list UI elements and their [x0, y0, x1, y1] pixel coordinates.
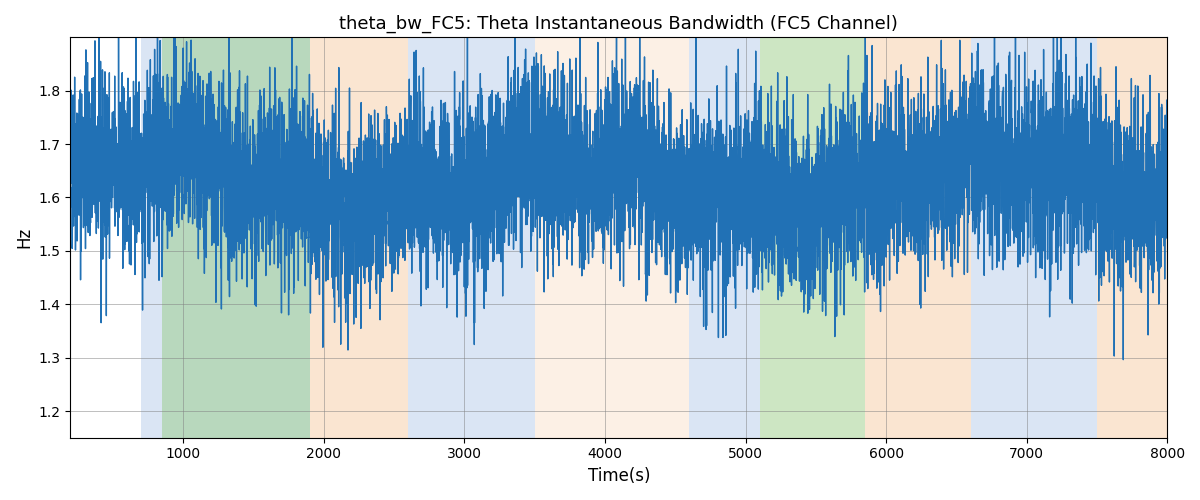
X-axis label: Time(s): Time(s): [588, 467, 650, 485]
Bar: [140, 38, 310, 438]
Bar: [310, 38, 408, 438]
Title: theta_bw_FC5: Theta Instantaneous Bandwidth (FC5 Channel): theta_bw_FC5: Theta Instantaneous Bandwi…: [340, 15, 899, 34]
Bar: [162, 38, 310, 438]
Bar: [865, 38, 971, 438]
Bar: [971, 38, 1097, 438]
Bar: [1097, 38, 1168, 438]
Bar: [689, 38, 760, 438]
Bar: [534, 38, 689, 438]
Bar: [408, 38, 534, 438]
Y-axis label: Hz: Hz: [14, 227, 32, 248]
Bar: [760, 38, 865, 438]
